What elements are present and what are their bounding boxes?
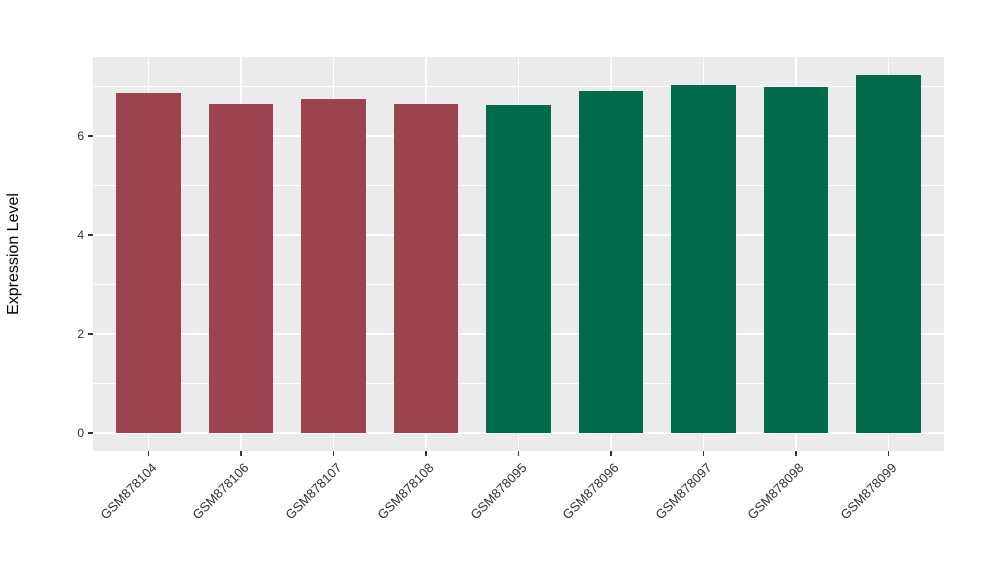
bar-GSM878104 [116,93,181,434]
y-tick-label-6: 6 [77,128,84,143]
x-tick-mark-GSM878097 [702,451,705,456]
x-tick-label-GSM878095: GSM878095 [466,460,530,523]
y-tick-mark-0 [88,432,93,434]
x-tick-mark-GSM878108 [425,451,427,456]
x-tick-mark-GSM878099 [887,451,890,456]
bar-GSM878096 [578,90,644,434]
y-tick-label-4: 4 [77,227,84,242]
y-tick-mark-2 [88,333,93,335]
bar-GSM878107 [301,99,366,434]
plot-panel [93,57,944,451]
x-tick-label-GSM878108: GSM878108 [374,460,437,523]
x-tick-label-GSM878096: GSM878096 [559,460,622,523]
x-tick-label-GSM878107: GSM878107 [281,460,345,523]
x-tick-label-GSM878104: GSM878104 [96,460,160,523]
y-tick-mark-4 [88,234,93,236]
bar-GSM878108 [393,104,459,434]
x-tick-label-GSM878097: GSM878097 [651,460,715,523]
bar-GSM878106 [208,103,274,434]
y-axis-title-text: Expression Level [5,193,22,315]
bar-GSM878095 [486,104,551,434]
y-tick-label-2: 2 [77,327,84,342]
x-tick-mark-GSM878106 [240,451,242,456]
x-tick-mark-GSM878104 [147,451,150,456]
x-tick-label-GSM878098: GSM878098 [744,460,807,523]
y-tick-label-0: 0 [77,426,84,441]
x-tick-label-GSM878099: GSM878099 [836,460,900,523]
x-tick-mark-GSM878107 [332,451,335,456]
x-tick-mark-GSM878095 [517,451,520,456]
x-tick-label-GSM878106: GSM878106 [189,460,252,523]
y-tick-mark-6 [88,135,93,137]
x-tick-mark-GSM878098 [795,451,797,456]
bar-GSM878098 [763,87,829,434]
bar-GSM878099 [856,74,921,434]
bar-GSM878097 [671,84,736,434]
x-tick-mark-GSM878096 [610,451,612,456]
